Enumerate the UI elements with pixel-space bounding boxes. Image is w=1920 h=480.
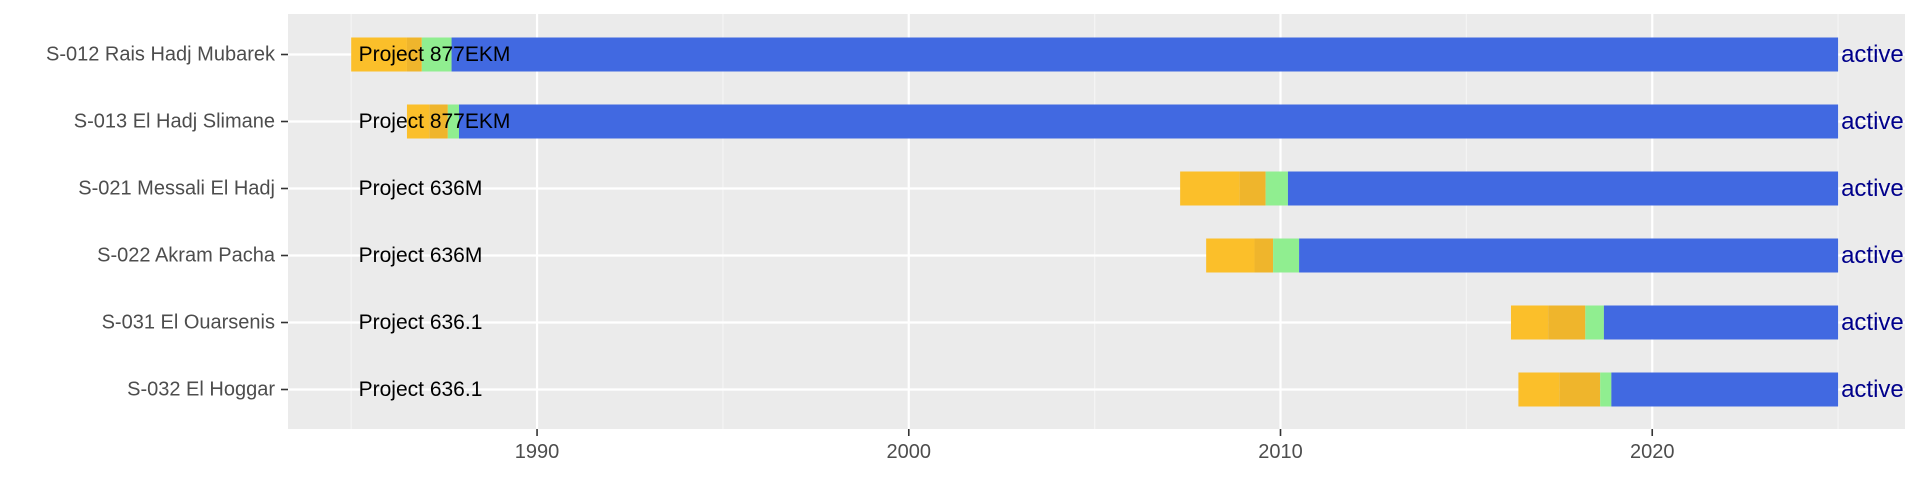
plot-panel: [288, 14, 1905, 429]
bar-segment-phase-1: [1180, 171, 1240, 206]
bar-segment-phase-3: [1585, 305, 1604, 340]
project-label: Project 636M: [359, 177, 483, 200]
status-labels: active active active active active active: [1841, 41, 1904, 403]
bar-segment-phase-3: [421, 37, 452, 72]
category-label: S-031 El Ouarsenis: [102, 312, 275, 334]
bar-segment-phase-2: [1254, 238, 1274, 273]
bar-segment-phase-1: [1510, 305, 1549, 340]
x-tick-label: 2000: [887, 441, 932, 463]
project-label: Project 636.1: [359, 311, 483, 334]
bar-segment-phase-3: [1273, 238, 1300, 273]
x-tick-label: 2020: [1630, 441, 1675, 463]
status-label: active: [1841, 309, 1904, 336]
bar-segment-phase-4: [451, 37, 1839, 72]
bar-segment-phase-4: [1299, 238, 1839, 273]
status-label: active: [1841, 175, 1904, 202]
project-label: Project 877EKM: [359, 110, 511, 133]
bar-segment-phase-4: [1287, 171, 1839, 206]
bar-segment-phase-2: [429, 104, 448, 139]
x-axis: 1990 2000 2010 2020: [515, 429, 1675, 463]
bar-segment-phase-2: [1559, 372, 1601, 407]
project-label: Project 877EKM: [359, 43, 511, 66]
bar-segment-phase-2: [406, 37, 422, 72]
bar-segment-phase-4: [1611, 372, 1839, 407]
bars: [351, 37, 1839, 407]
x-tick-label: 1990: [515, 441, 560, 463]
bar-segment-phase-4: [458, 104, 1839, 139]
x-tick-label: 2010: [1258, 441, 1303, 463]
status-label: active: [1841, 376, 1904, 403]
project-label: Project 636M: [359, 244, 483, 267]
category-label: S-021 Messali El Hadj: [78, 178, 275, 200]
category-label: S-022 Akram Pacha: [97, 245, 276, 267]
category-label: S-012 Rais Hadj Mubarek: [46, 44, 276, 66]
category-label: S-013 El Hadj Slimane: [74, 111, 275, 133]
bar-segment-phase-1: [1206, 238, 1255, 273]
project-labels: Project 877EKM Project 877EKM Project 636M…: [359, 43, 511, 401]
bar-segment-phase-3: [1265, 171, 1288, 206]
bar-segment-phase-1: [351, 37, 407, 72]
y-axis: S-012 Rais Hadj Mubarek S-013 El Hadj Sli…: [46, 44, 288, 401]
category-label: S-032 El Hoggar: [127, 379, 275, 401]
status-label: active: [1841, 242, 1904, 269]
project-label: Project 636.1: [359, 378, 483, 401]
bar-segment-phase-2: [1239, 171, 1266, 206]
bar-segment-phase-3: [447, 104, 459, 139]
bar-segment-phase-3: [1600, 372, 1612, 407]
bar-segment-phase-1: [1518, 372, 1560, 407]
bar-segment-phase-2: [1548, 305, 1586, 340]
status-label: active: [1841, 41, 1904, 68]
status-label: active: [1841, 108, 1904, 135]
bar-segment-phase-1: [406, 104, 430, 139]
bar-segment-phase-4: [1603, 305, 1839, 340]
